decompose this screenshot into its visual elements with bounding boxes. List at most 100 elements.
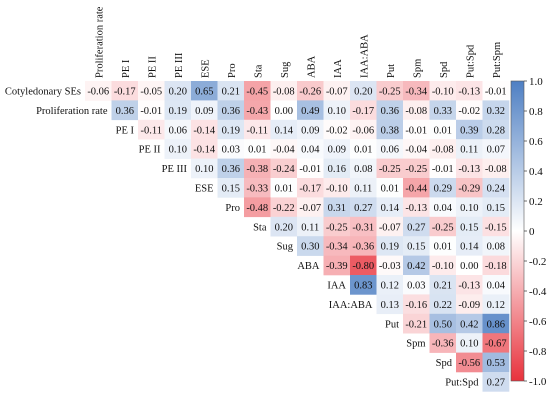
- colorbar-tick-label: -0.2: [529, 256, 546, 268]
- heatmap-cell: [456, 255, 483, 276]
- cell-value: -0.02: [458, 106, 480, 117]
- heatmap-cell: [191, 100, 218, 121]
- cell-value: -0.06: [87, 87, 109, 98]
- cell-value: 0.50: [434, 319, 452, 330]
- cell-value: 0.27: [487, 378, 505, 389]
- heatmap-cell: [191, 119, 218, 140]
- cell-value: -0.17: [114, 87, 136, 98]
- cell-value: 0.30: [301, 242, 319, 253]
- cell-value: -0.22: [273, 203, 295, 214]
- heatmap-cell: [217, 139, 245, 159]
- cell-value: 0.01: [434, 242, 452, 253]
- cell-value: 0.13: [381, 300, 399, 311]
- cell-value: 0.36: [116, 106, 134, 117]
- cell-value: 0.83: [354, 281, 372, 292]
- cell-value: 0.06: [169, 125, 187, 136]
- column-header-label: Put:Spd: [465, 44, 476, 78]
- cell-value: 0.14: [275, 125, 294, 136]
- cell-value: 0.15: [407, 242, 425, 253]
- cell-value: 0.42: [460, 319, 478, 330]
- colorbar-tick-label: 0.6: [529, 136, 543, 148]
- heatmap-cell: [456, 100, 483, 121]
- cell-value: 0.19: [169, 106, 187, 117]
- heatmap-cell: [350, 158, 377, 179]
- heatmap-cell: [403, 313, 430, 334]
- heatmap-cell: [376, 275, 404, 295]
- heatmap-cell: [403, 236, 430, 256]
- column-header-label: PE I: [121, 59, 132, 78]
- row-headers: Cotyledonary SEs Proliferation rate PE I PE…: [5, 87, 479, 389]
- cell-value: 0.08: [487, 242, 505, 253]
- heatmap-cell: [429, 178, 457, 198]
- heatmap-cell: [270, 139, 298, 159]
- cell-value: 0.14: [460, 242, 479, 253]
- heatmap-cell: [244, 139, 271, 159]
- heatmap-cell: [217, 158, 245, 179]
- cell-value: -0.38: [246, 164, 268, 175]
- cell-value: 0.15: [460, 222, 478, 233]
- column-headers: Proliferation rate PE I PE II PE III ESE Pro S…: [94, 6, 503, 78]
- cell-value: -0.14: [193, 125, 216, 136]
- row-header-label: PE I: [116, 125, 135, 136]
- cell-value: 0.33: [434, 106, 452, 117]
- heatmap-cell: [429, 81, 457, 101]
- cell-value: 0.09: [195, 106, 213, 117]
- heatmap-cell: [323, 197, 351, 218]
- column-header-label: Spm: [412, 59, 423, 78]
- cell-value: 0.09: [301, 125, 319, 136]
- cell-value: -0.11: [247, 125, 268, 136]
- cell-value: 0.11: [460, 145, 478, 156]
- cell-value: -0.15: [485, 222, 507, 233]
- cell-value: -0.48: [246, 203, 268, 214]
- heatmap-cell: [403, 158, 430, 179]
- cell-value: -0.11: [141, 125, 162, 136]
- heatmap-cell: [429, 139, 457, 159]
- heatmap-cell: [376, 236, 404, 256]
- heatmap-cell: [270, 100, 298, 121]
- row-header-label: Pro: [225, 203, 240, 214]
- cell-value: -0.56: [458, 358, 480, 369]
- heatmap-cell: [270, 119, 298, 140]
- cell-value: 0.10: [460, 339, 478, 350]
- heatmap-cell: [297, 197, 324, 218]
- heatmap-cell: [429, 119, 457, 140]
- cell-value: 0.01: [434, 125, 452, 136]
- heatmap-cell: [482, 372, 510, 392]
- cell-value: -0.43: [246, 106, 268, 117]
- heatmap-cell: [403, 197, 430, 218]
- heatmap-cells: [85, 81, 510, 392]
- cell-value: -0.08: [485, 164, 507, 175]
- colorbar: 1.0 0.8 0.6 0.4 0.2 0 -0.2 -0.4 -0.6 -0.8 -1.0: [510, 76, 547, 388]
- heatmap-cell: [482, 178, 510, 198]
- cell-value: 0.38: [381, 125, 399, 136]
- heatmap-cell: [482, 158, 510, 179]
- heatmap-cell: [297, 81, 324, 101]
- cell-value: -0.44: [405, 184, 428, 195]
- heatmap-cell: [323, 100, 351, 121]
- column-header-label: IAA:ABA: [359, 34, 370, 78]
- cell-value: 0.01: [354, 145, 372, 156]
- heatmap-cell: [376, 294, 404, 315]
- cell-value: -0.10: [326, 184, 348, 195]
- column-header-label: IAA: [333, 59, 344, 78]
- heatmap-cell: [429, 197, 457, 218]
- heatmap-cell: [323, 178, 351, 198]
- cell-value: -0.02: [326, 125, 348, 136]
- cell-value: 0.21: [434, 281, 452, 292]
- heatmap-cell: [297, 216, 324, 237]
- row-header-label: IAA:ABA: [329, 300, 373, 311]
- row-header-label: ESE: [195, 184, 214, 195]
- cell-value: 0.27: [354, 203, 372, 214]
- cell-value: -0.24: [273, 164, 296, 175]
- heatmap-cell: [270, 216, 298, 237]
- heatmap-cell: [376, 100, 404, 121]
- heatmap-cell: [217, 100, 245, 121]
- heatmap-cell: [456, 119, 483, 140]
- cell-value: 0.36: [222, 164, 240, 175]
- cell-value: -0.17: [299, 184, 321, 195]
- heatmap-cell: [482, 352, 510, 373]
- cell-value: 0.49: [301, 106, 319, 117]
- heatmap-cell: [482, 81, 510, 101]
- cell-value: -0.08: [273, 87, 295, 98]
